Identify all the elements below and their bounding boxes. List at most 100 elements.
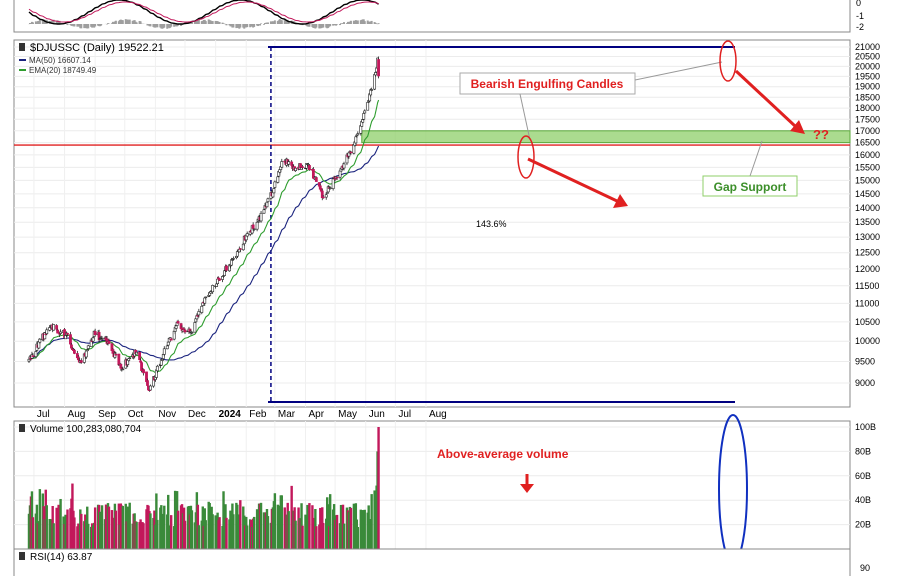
candle-body: [175, 326, 177, 329]
volume-bar: [370, 494, 372, 549]
price-tick-label: 9000: [855, 378, 875, 388]
candle-body: [343, 164, 345, 168]
candle-body: [32, 356, 34, 357]
macd-histogram-bar: [253, 24, 255, 27]
candle-body: [329, 188, 331, 189]
candle-body: [205, 297, 207, 298]
macd-histogram-bar: [281, 20, 283, 24]
candle-body: [149, 386, 151, 390]
rsi-frame: [14, 549, 850, 576]
price-tick-label: 18000: [855, 103, 880, 113]
candle-body: [136, 352, 138, 354]
price-tick-label: 13500: [855, 217, 880, 227]
price-tick-label: 10000: [855, 336, 880, 346]
candle-body: [101, 339, 103, 340]
candle-body: [35, 352, 37, 357]
macd-histogram-bar: [149, 24, 151, 26]
candle-body: [212, 285, 214, 291]
candle-body: [177, 321, 179, 323]
price-tick-label: 15000: [855, 175, 880, 185]
volume-bar: [52, 523, 54, 549]
macd-histogram-bar: [239, 24, 241, 28]
above-average-label: Above-average volume: [437, 447, 569, 461]
candle-body: [371, 90, 373, 91]
volume-bar: [211, 514, 213, 549]
macd-histogram-bar: [263, 24, 265, 25]
date-tick-label: Aug: [429, 409, 447, 420]
candle-body: [53, 325, 55, 331]
macd-histogram-bar: [87, 24, 89, 28]
volume-bar: [260, 503, 262, 549]
candle-body: [350, 152, 352, 153]
macd-histogram-bar: [308, 24, 310, 27]
macd-histogram-bar: [136, 22, 138, 24]
date-tick-label: Oct: [128, 409, 144, 420]
candle-body: [115, 354, 117, 355]
macd-histogram-bar: [322, 24, 324, 28]
candle-body: [336, 177, 338, 178]
volume-bar: [142, 523, 144, 549]
price-tick-label: 18500: [855, 92, 880, 102]
ema20-label: EMA(20) 18749.49: [29, 66, 97, 75]
macd-histogram-bar: [129, 20, 131, 24]
macd-histogram-bar: [343, 22, 345, 24]
volume-bar: [308, 503, 310, 549]
volume-bar: [163, 506, 165, 549]
volume-bar: [288, 511, 290, 549]
candle-body: [163, 349, 165, 355]
candle-body: [218, 279, 220, 281]
macd-histogram-bar: [140, 21, 142, 24]
macd-histogram-bar: [339, 24, 341, 25]
volume-bar: [156, 520, 158, 549]
date-tick-label: Feb: [249, 409, 267, 420]
rsi-glyph-icon: [19, 552, 25, 560]
candle-body: [146, 381, 148, 386]
volume-bar: [46, 505, 48, 549]
gap-support-label: Gap Support: [714, 180, 787, 194]
price-tick-label: 20000: [855, 61, 880, 71]
date-tick-label: Apr: [308, 409, 324, 420]
question-marks: ??: [813, 127, 829, 142]
macd-histogram-bar: [170, 24, 172, 27]
date-tick-label: Mar: [278, 409, 296, 420]
volume-bar: [122, 506, 124, 549]
macd-histogram-bar: [205, 21, 207, 24]
date-tick-label: Jul: [398, 409, 411, 420]
candle-body: [129, 358, 131, 359]
candle-body: [142, 370, 144, 373]
candle-body: [232, 258, 234, 259]
candle-body: [156, 366, 158, 371]
candle-body: [277, 177, 279, 183]
macd-histogram-bar: [364, 21, 366, 24]
macd-histogram-bar: [315, 24, 317, 28]
volume-bar: [66, 509, 68, 549]
volume-label: Volume 100,283,080,704: [30, 424, 142, 435]
macd-histogram-bar: [225, 24, 227, 25]
date-tick-label: Nov: [158, 409, 176, 420]
volume-bar: [170, 515, 172, 549]
volume-bar: [239, 500, 241, 549]
volume-tick-label: 40B: [855, 495, 871, 505]
macd-histogram-bar: [100, 24, 102, 26]
volume-bar: [253, 517, 255, 549]
candle-body: [367, 102, 369, 110]
date-tick-label: Jun: [369, 409, 385, 420]
candle-body: [246, 234, 248, 236]
candle-body: [332, 179, 334, 189]
candle-body: [198, 311, 200, 314]
volume-bar: [225, 518, 227, 549]
candle-body: [267, 199, 269, 202]
date-tick-label: May: [338, 409, 357, 420]
volume-bar: [301, 526, 303, 549]
volume-bar: [329, 494, 331, 549]
candle-body: [356, 135, 358, 136]
macd-histogram-bar: [357, 20, 359, 24]
price-tick-label: 13000: [855, 232, 880, 242]
candle-body: [274, 182, 276, 188]
volume-bar: [101, 505, 103, 549]
percent-change-label: 143.6%: [476, 219, 507, 229]
macd-tick-1: -1: [856, 11, 864, 21]
price-tick-label: 14500: [855, 189, 880, 199]
candle-body: [239, 249, 241, 250]
candle-body: [260, 213, 262, 221]
